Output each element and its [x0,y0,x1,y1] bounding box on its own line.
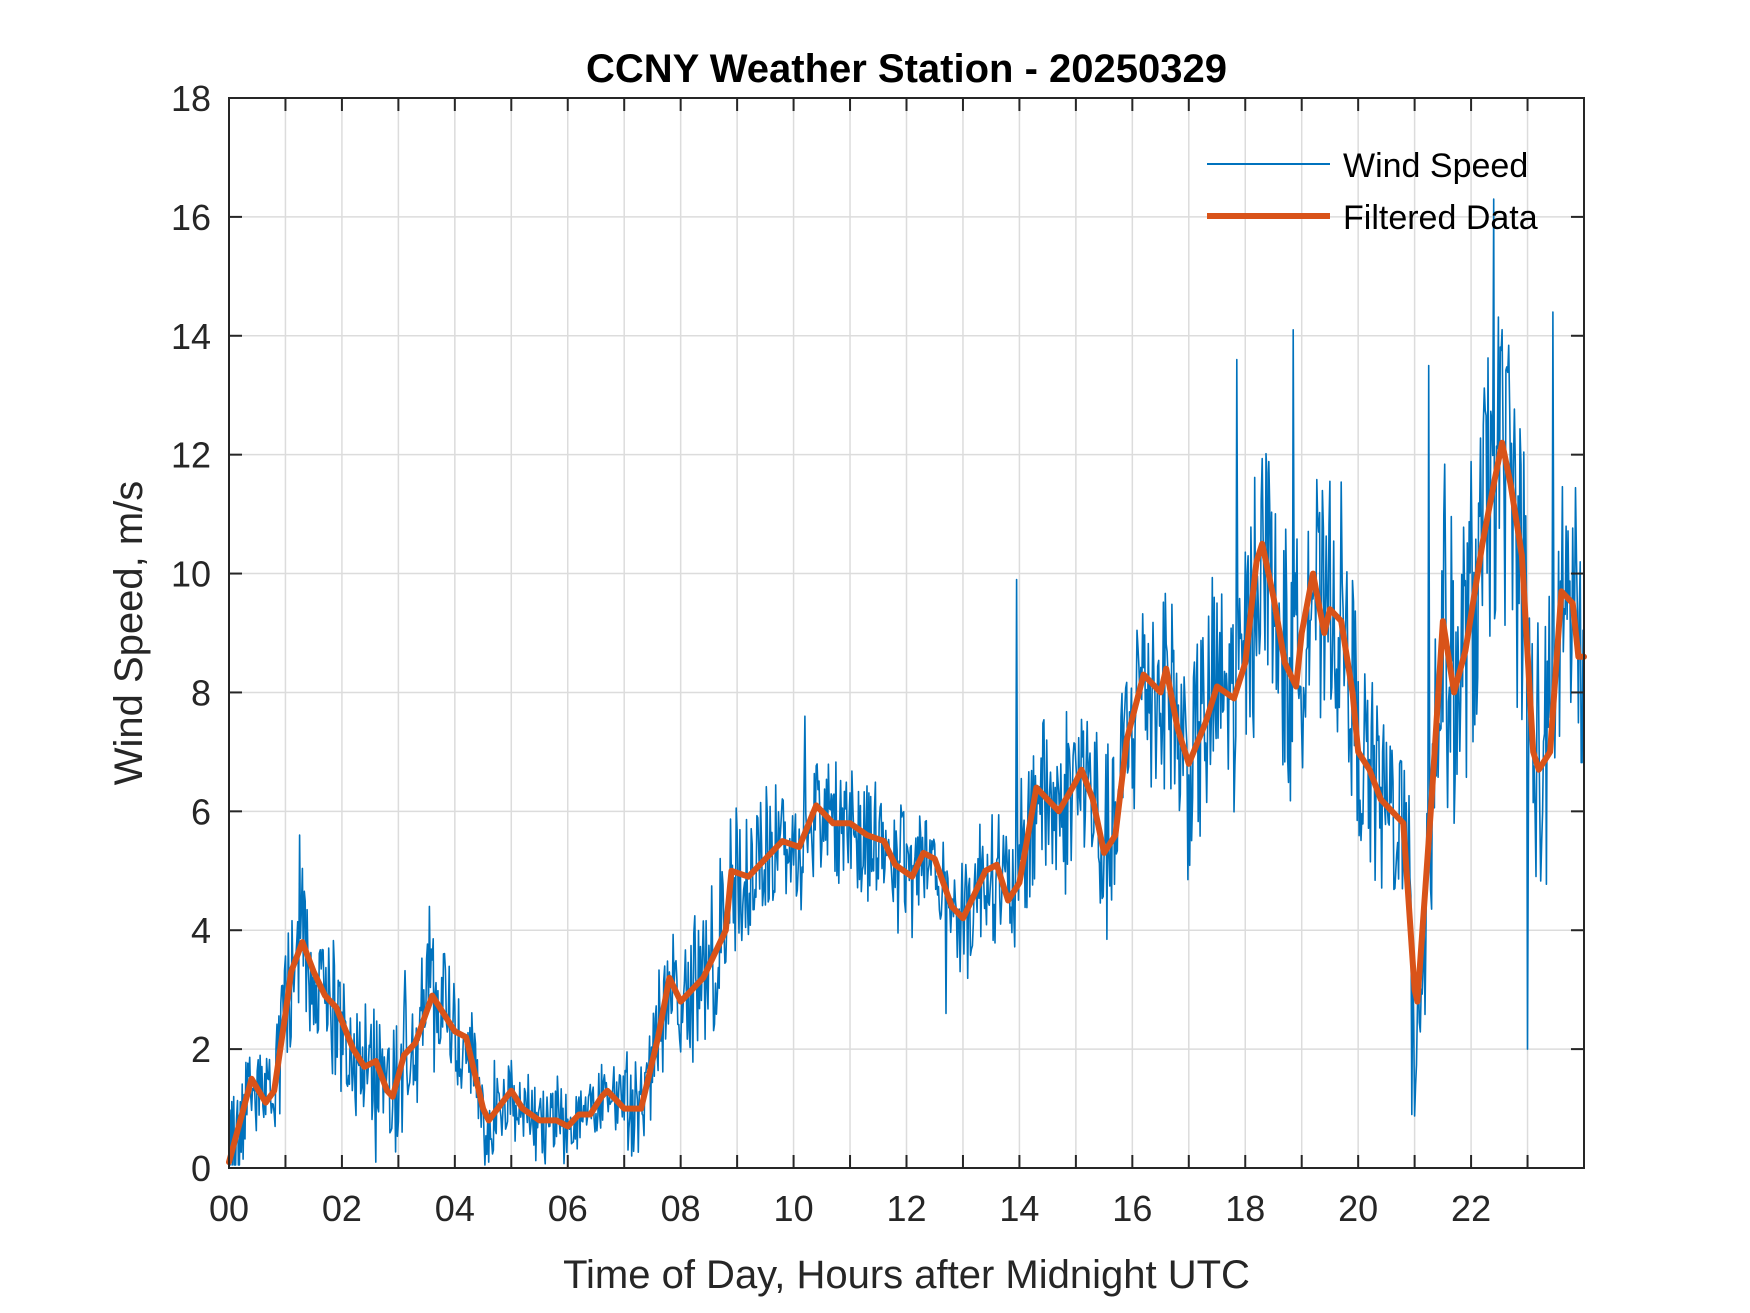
y-tick-label: 4 [191,910,211,951]
y-tick-label: 0 [191,1148,211,1189]
legend-label-filtered-data: Filtered Data [1343,199,1538,237]
x-axis-tick-labels: 00 02 04 06 08 10 12 14 16 18 20 22 [209,1188,1491,1229]
legend-label-wind-speed: Wind Speed [1343,147,1528,185]
x-tick-label: 20 [1338,1188,1378,1229]
y-tick-label: 2 [191,1029,211,1070]
wind-speed-line [228,198,1585,1166]
x-tick-label: 02 [322,1188,362,1229]
x-tick-label: 00 [209,1188,249,1229]
wind-speed-series [228,198,1585,1166]
x-tick-label: 10 [774,1188,814,1229]
x-axis-label: Time of Day, Hours after Midnight UTC [563,1253,1250,1297]
y-tick-label: 12 [171,435,211,476]
x-tick-label: 14 [999,1188,1039,1229]
x-tick-label: 18 [1225,1188,1265,1229]
y-axis-tick-labels: 0 2 4 6 8 10 12 14 16 18 [171,78,211,1189]
y-tick-label: 10 [171,554,211,595]
y-tick-label: 16 [171,197,211,238]
axis-ticks [228,97,1585,1169]
y-tick-label: 14 [171,316,211,357]
y-tick-label: 6 [191,791,211,832]
filtered-data-line [226,439,1587,1166]
x-tick-label: 06 [548,1188,588,1229]
x-tick-label: 22 [1451,1188,1491,1229]
filtered-data-series [226,439,1587,1166]
y-tick-label: 8 [191,672,211,713]
legend: Wind Speed Filtered Data [1207,147,1538,237]
x-tick-label: 04 [435,1188,475,1229]
y-tick-label: 18 [171,78,211,119]
x-tick-label: 12 [886,1188,926,1229]
x-tick-label: 16 [1112,1188,1152,1229]
x-tick-label: 08 [661,1188,701,1229]
y-axis-label: Wind Speed, m/s [107,481,151,786]
chart-title: CCNY Weather Station - 20250329 [586,47,1227,91]
